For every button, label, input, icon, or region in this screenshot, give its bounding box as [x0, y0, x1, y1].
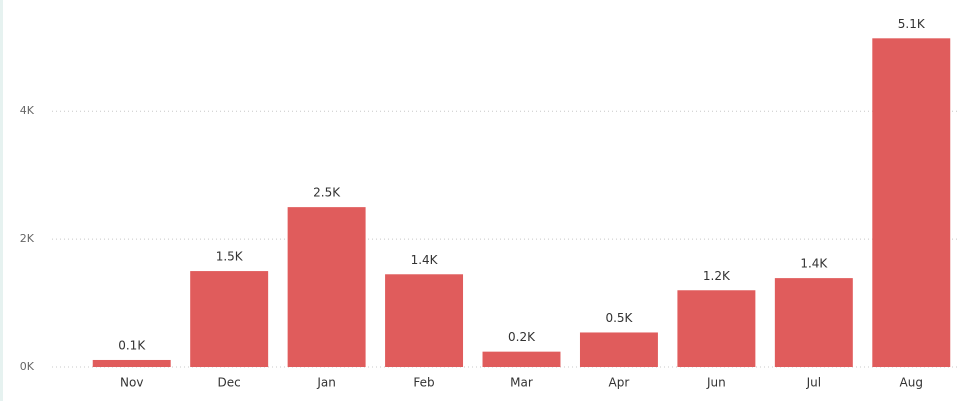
x-tick-label: Aug	[900, 376, 923, 390]
bar	[190, 271, 269, 367]
data-label: 0.5K	[605, 311, 633, 325]
x-tick-label: Jun	[706, 376, 726, 390]
data-label: 0.1K	[118, 338, 146, 352]
data-label: 2.5K	[313, 186, 341, 200]
bar	[579, 332, 658, 367]
x-tick-label: Dec	[218, 376, 241, 390]
panel-border	[0, 0, 3, 401]
bar	[774, 278, 853, 367]
x-tick-label: Apr	[609, 376, 630, 390]
x-tick-label: Mar	[510, 376, 533, 390]
x-tick-label: Feb	[413, 376, 434, 390]
bar	[482, 351, 561, 367]
data-label: 5.1K	[898, 17, 926, 31]
x-tick-label: Jul	[806, 376, 821, 390]
y-tick-label: 2K	[20, 232, 35, 245]
bar	[677, 290, 756, 367]
y-tick-label: 4K	[20, 104, 35, 117]
bar	[92, 359, 171, 367]
x-tick-label: Jan	[316, 376, 336, 390]
x-tick-label: Nov	[120, 376, 143, 390]
bar	[872, 38, 951, 368]
data-label: 1.5K	[216, 250, 244, 264]
data-label: 1.2K	[703, 269, 731, 283]
data-label: 1.4K	[411, 253, 439, 267]
y-tick-label: 0K	[20, 360, 35, 373]
bar	[385, 274, 464, 367]
data-label: 0.2K	[508, 330, 536, 344]
bar	[287, 207, 366, 367]
data-label: 1.4K	[800, 257, 828, 271]
